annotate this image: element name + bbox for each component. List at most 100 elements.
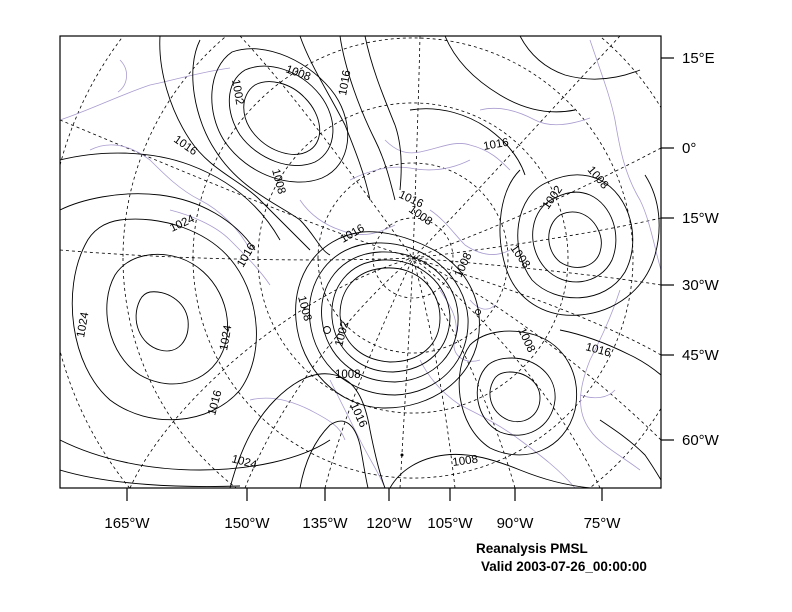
coastline: [439, 289, 481, 362]
parallel-line: [317, 162, 509, 354]
contour-line: [308, 242, 469, 396]
contour-line: [519, 36, 641, 80]
contour-label: 1008: [453, 251, 475, 279]
contour-label: 1016: [482, 137, 509, 153]
bottom-axis-label: 120°W: [366, 515, 412, 532]
right-axis-label: 45°W: [682, 347, 720, 364]
contour-line: [243, 81, 321, 155]
meridian-line: [324, 257, 414, 488]
contour-line: [211, 48, 349, 183]
contour-line: [409, 108, 526, 176]
right-axis-label: 0°: [682, 140, 696, 157]
right-axis-label: 15°E: [682, 50, 715, 67]
coastline: [349, 159, 471, 181]
contour-label: 1008: [335, 369, 361, 381]
meridian-line: [60, 119, 414, 259]
contour-line: [60, 152, 281, 241]
meridian-line: [412, 217, 661, 259]
meridian-line: [412, 257, 601, 488]
parallel-line: [192, 37, 634, 479]
contour-line: [559, 329, 661, 376]
contour-line: [458, 330, 577, 456]
coastline: [469, 299, 496, 310]
contour-line: [60, 469, 241, 487]
contour-line: [548, 211, 602, 268]
contour-line: [476, 357, 556, 436]
coastline: [580, 289, 641, 471]
contour-label: 1016: [206, 389, 224, 417]
parallel-line: [122, 36, 661, 488]
contour-line: [599, 419, 661, 481]
contour-label: 1016: [171, 134, 199, 159]
station-marker: [400, 453, 404, 457]
bottom-axis: 165°W 150°W 135°W 120°W 105°W 90°W 75°W: [104, 488, 621, 532]
contour-line: [331, 259, 451, 373]
contour-line: [339, 36, 396, 201]
coastline: [479, 107, 591, 126]
parallel-line: [372, 217, 454, 299]
contour-label: 1024: [75, 311, 91, 339]
coastline: [589, 39, 661, 271]
contour-label: 1016: [235, 241, 258, 269]
coastline: [60, 67, 231, 121]
contour-label: 1024: [230, 453, 258, 471]
caption-title: Reanalysis PMSL: [476, 541, 588, 556]
contour-line: [228, 65, 334, 166]
contour-line: [135, 291, 189, 352]
contour-label: 1016: [339, 222, 367, 245]
coastline: [169, 209, 271, 286]
coastline: [89, 144, 251, 251]
contour-line: [321, 251, 459, 383]
coastline: [329, 379, 386, 488]
contour-line: [229, 373, 386, 488]
contour-label: 1008: [585, 164, 611, 191]
contour-line: [299, 36, 371, 201]
contour-line: [295, 231, 480, 409]
right-axis: 15°E 0° 15°W 30°W 45°W 60°W: [661, 50, 720, 449]
contour-line: [489, 371, 541, 422]
meridian-line: [412, 257, 661, 441]
plot-frame: [59, 35, 662, 489]
meridian-line: [412, 36, 421, 259]
meridian-line: [239, 36, 414, 259]
meridian-line: [129, 257, 414, 488]
bottom-axis-label: 90°W: [497, 515, 535, 532]
contour-line: [364, 36, 402, 191]
bottom-axis-label: 165°W: [104, 515, 150, 532]
meridian-line: [412, 257, 661, 286]
meridian-line: [399, 257, 414, 488]
meridian-line: [412, 257, 516, 488]
right-axis-label: 30°W: [682, 277, 720, 294]
station-marker: [323, 326, 331, 334]
contour-label: 1008: [452, 454, 479, 469]
contour-line: [71, 218, 257, 421]
contour-label: 1002: [541, 184, 566, 212]
contour-line: [339, 267, 441, 363]
bottom-axis-label: 150°W: [224, 515, 270, 532]
meridian-line: [412, 257, 456, 488]
contour-line: [106, 253, 229, 385]
contour-labels: 1008 1002 1016 1016 1008 1016 1016 1008 …: [75, 64, 612, 472]
contour-label: 1024: [218, 324, 234, 352]
graticule: [60, 36, 661, 488]
coastline: [579, 389, 616, 399]
meridian-line: [412, 147, 661, 259]
coastline: [117, 59, 127, 93]
station-marker: [475, 309, 481, 315]
contour-label: 1016: [337, 69, 353, 96]
bottom-axis-label: 75°W: [584, 515, 622, 532]
contour-line: [159, 36, 311, 251]
bottom-axis-label: 105°W: [427, 515, 473, 532]
contour-line: [444, 36, 576, 113]
contour-line: [60, 439, 331, 471]
caption-valid-time: Valid 2003-07-26_00:00:00: [481, 559, 647, 574]
station-markers: [323, 309, 481, 457]
contour-label: 1002: [333, 320, 351, 348]
contour-label: 1016: [584, 341, 612, 359]
contour-line: [299, 420, 369, 488]
parallel-line: [60, 36, 131, 488]
right-axis-label: 15°W: [682, 210, 720, 227]
meridian-line: [412, 36, 621, 259]
coastline: [429, 209, 511, 255]
